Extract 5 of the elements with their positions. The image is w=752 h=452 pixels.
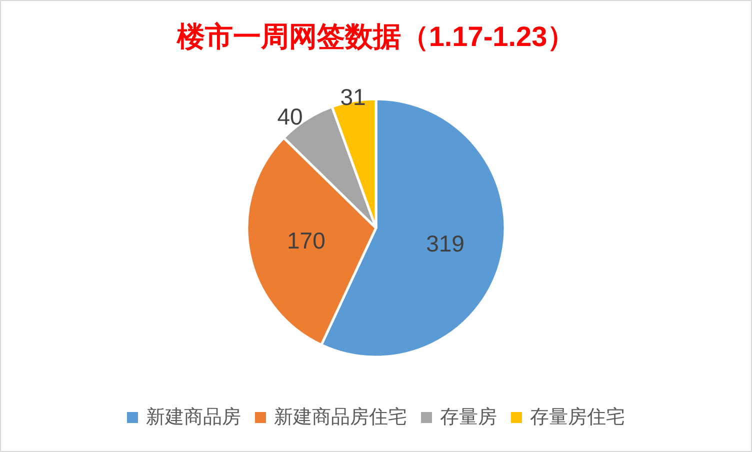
title: 楼市一周网签数据（1.17-1.23） [176, 21, 576, 52]
legend-label: 新建商品房住宅 [274, 406, 407, 428]
legend-label: 存量房住宅 [530, 406, 625, 428]
legend-label: 新建商品房 [146, 406, 241, 428]
legend-label: 存量房 [440, 406, 497, 428]
